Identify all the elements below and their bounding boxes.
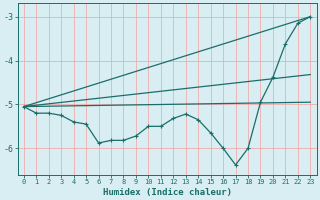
X-axis label: Humidex (Indice chaleur): Humidex (Indice chaleur) (103, 188, 232, 197)
